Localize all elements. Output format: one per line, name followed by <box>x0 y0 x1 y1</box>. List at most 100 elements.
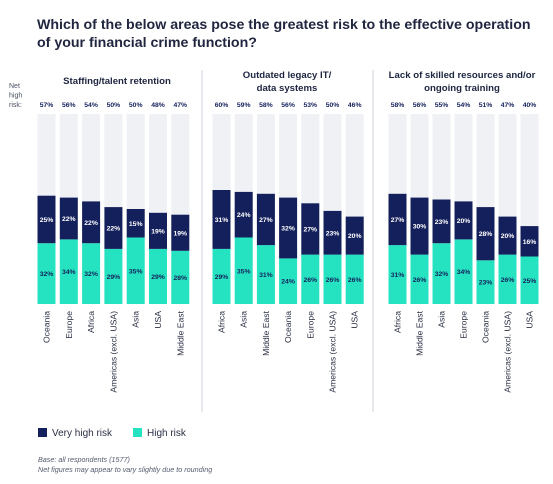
bar-high-risk-p1-usa <box>149 248 167 304</box>
label-very-high-p1-usa: 19% <box>151 228 165 235</box>
footnotes: Base: all respondents (1577) Net figures… <box>38 455 212 474</box>
label-high-p3-europe: 34% <box>457 269 471 276</box>
net-high-risk-label-line-2: high <box>9 93 22 100</box>
bar-very-high-risk-p1-americas-excl-usa <box>104 207 123 249</box>
category-label-p3-africa: Africa <box>393 311 403 333</box>
bar-high-risk-p2-africa <box>212 248 231 304</box>
net-value-p3-usa: 40% <box>523 102 537 109</box>
label-high-p2-middle-east: 31% <box>259 272 273 279</box>
bar-high-risk-p2-middle-east <box>256 245 275 304</box>
label-very-high-p3-europe: 20% <box>457 218 471 225</box>
legend-label-very-high: Very high risk <box>52 428 113 439</box>
bar-very-high-risk-p1-asia <box>126 209 145 238</box>
net-value-p2-oceania: 56% <box>281 102 295 109</box>
label-high-p1-usa: 29% <box>151 274 165 281</box>
category-label-p2-americas-excl-usa: Americas (excl. USA) <box>328 311 338 393</box>
bar-very-high-risk-p1-africa <box>82 201 101 244</box>
panel-title-2-line-1: Outdated legacy IT/ <box>243 70 332 81</box>
chart-title: Which of the below areas pose the greate… <box>37 17 531 51</box>
net-value-p1-usa: 48% <box>151 102 165 109</box>
net-value-p3-asia: 55% <box>435 102 449 109</box>
bar-very-high-risk-p2-middle-east <box>256 193 275 246</box>
bar-high-risk-p3-oceania <box>476 260 495 304</box>
label-high-p2-africa: 29% <box>215 274 229 281</box>
bar-very-high-risk-p3-usa <box>520 226 539 257</box>
category-label-p1-middle-east: Middle East <box>175 310 185 356</box>
net-value-p3-americas-excl-usa: 47% <box>501 102 515 109</box>
bar-very-high-risk-p1-oceania <box>37 195 56 244</box>
label-high-p1-americas-excl-usa: 29% <box>107 274 121 281</box>
label-high-p2-oceania: 24% <box>281 279 295 286</box>
category-label-p2-europe: Europe <box>305 311 315 339</box>
label-very-high-p1-middle-east: 19% <box>173 230 187 237</box>
category-label-p3-oceania: Oceania <box>481 311 491 343</box>
label-high-p3-middle-east: 26% <box>413 277 427 284</box>
net-value-p2-africa: 60% <box>215 102 229 109</box>
bar-high-risk-p2-oceania <box>279 258 298 304</box>
net-value-p1-americas-excl-usa: 50% <box>107 102 121 109</box>
net-value-p3-europe: 54% <box>457 102 471 109</box>
category-label-p1-americas-excl-usa: Americas (excl. USA) <box>108 311 118 393</box>
category-label-p3-asia: Asia <box>437 311 447 328</box>
bar-very-high-risk-p2-oceania <box>279 197 298 259</box>
category-label-p1-asia: Asia <box>131 311 141 328</box>
label-very-high-p3-usa: 16% <box>523 239 537 246</box>
category-label-p2-africa: Africa <box>217 311 227 333</box>
bar-high-risk-p2-europe <box>301 254 320 304</box>
category-label-p2-usa: USA <box>350 311 360 329</box>
bar-high-risk-p1-africa <box>82 243 101 304</box>
bar-high-risk-p1-europe <box>59 239 78 304</box>
bar-high-risk-p1-asia <box>126 237 145 304</box>
bar-high-risk-p1-oceania <box>37 243 56 304</box>
label-very-high-p2-oceania: 32% <box>281 226 295 233</box>
legend-label-high: High risk <box>147 428 186 439</box>
category-label-p3-europe: Europe <box>459 311 469 339</box>
bar-very-high-risk-p3-americas-excl-usa <box>498 216 517 255</box>
category-label-p1-usa: USA <box>153 311 163 329</box>
net-value-p2-americas-excl-usa: 50% <box>326 102 340 109</box>
category-label-p1-africa: Africa <box>86 311 96 333</box>
label-high-p1-oceania: 32% <box>40 271 54 278</box>
bar-high-risk-p3-middle-east <box>410 254 429 304</box>
net-high-risk-label-line-3: risk: <box>9 102 22 109</box>
label-high-p2-usa: 26% <box>348 277 362 284</box>
legend-very-high-risk: Very high risk <box>38 428 112 439</box>
label-high-p3-usa: 25% <box>523 278 537 285</box>
bar-high-risk-p2-usa <box>345 254 364 304</box>
label-very-high-p3-americas-excl-usa: 20% <box>501 233 515 240</box>
panel-title-1: Staffing/talent retention <box>63 76 171 87</box>
net-value-p3-africa: 58% <box>391 102 405 109</box>
bar-high-risk-p2-asia <box>234 237 253 304</box>
bar-very-high-risk-p3-middle-east <box>410 197 429 255</box>
net-value-p1-middle-east: 47% <box>173 102 187 109</box>
bar-very-high-risk-p1-europe <box>59 197 78 240</box>
label-high-p2-europe: 26% <box>303 277 317 284</box>
stacked-bar-chart: Net high risk: Staffing/talent retention 25%… <box>9 70 539 412</box>
label-very-high-p2-africa: 31% <box>215 217 229 224</box>
bar-very-high-risk-p2-usa <box>345 216 364 255</box>
bar-high-risk-p3-europe <box>454 239 473 304</box>
rounding-note: Net figures may appear to vary slightly … <box>38 464 213 474</box>
bar-very-high-risk-p3-africa <box>388 193 407 246</box>
label-high-p2-americas-excl-usa: 26% <box>326 277 340 284</box>
label-very-high-p1-americas-excl-usa: 22% <box>107 226 121 233</box>
label-high-p3-oceania: 23% <box>479 280 493 287</box>
label-very-high-p1-oceania: 25% <box>40 217 54 224</box>
bar-very-high-risk-p2-americas-excl-usa <box>323 210 342 255</box>
label-very-high-p3-oceania: 28% <box>479 231 493 238</box>
label-high-p1-africa: 32% <box>84 271 98 278</box>
label-high-p3-asia: 32% <box>435 271 449 278</box>
panel-title-3-line-2: ongoing training <box>424 83 500 94</box>
net-value-p2-asia: 59% <box>237 102 251 109</box>
bar-high-risk-p1-americas-excl-usa <box>104 248 123 304</box>
bar-very-high-risk-p2-africa <box>212 190 231 249</box>
label-high-p1-asia: 35% <box>129 268 143 275</box>
net-high-risk-label-line-1: Net <box>9 83 20 90</box>
label-high-p2-asia: 35% <box>237 268 251 275</box>
bar-very-high-risk-p3-asia <box>432 199 451 244</box>
net-value-p1-oceania: 57% <box>40 102 54 109</box>
label-very-high-p2-usa: 20% <box>348 233 362 240</box>
category-label-p2-middle-east: Middle East <box>261 310 271 356</box>
bar-very-high-risk-p1-usa <box>149 212 167 249</box>
legend-high-risk: High risk <box>133 428 186 439</box>
